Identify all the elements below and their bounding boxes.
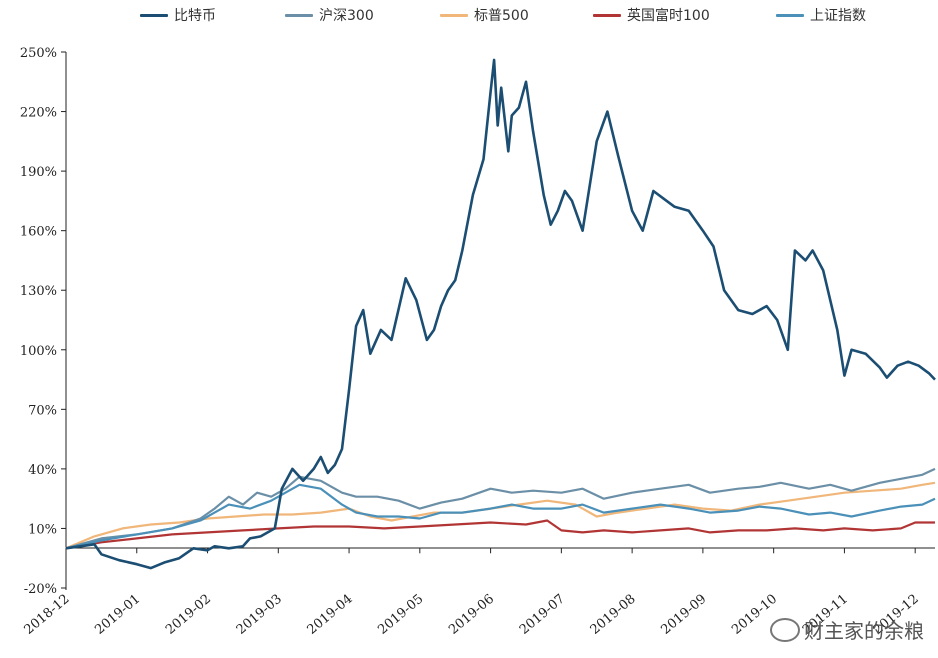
series-line-0 (65, 58, 936, 570)
x-tick-label: 2018-12 (22, 592, 73, 638)
y-tick-label: 70% (28, 403, 57, 418)
y-tick-label: 250% (20, 46, 57, 61)
legend-label-1: 沪深300 (319, 8, 374, 24)
y-tick-label: 160% (20, 225, 57, 240)
x-tick-label: 2019-08 (588, 592, 639, 638)
legend-swatch-1 (285, 13, 313, 17)
x-tick-label: 2019-03 (234, 592, 285, 638)
legend-item-4: 上证指数 (776, 2, 866, 28)
series-line-1 (65, 467, 936, 550)
watermark: 财主家的余粮 (770, 615, 924, 644)
y-tick-label: 130% (20, 284, 57, 299)
legend-item-0: 比特币 (140, 2, 216, 28)
y-tick-label: 190% (20, 165, 57, 180)
legend-swatch-4 (776, 13, 804, 17)
y-tick-label: 220% (20, 106, 57, 121)
series-lines (65, 58, 936, 570)
y-ticks: -20% 10% 40% 70% 100% 130% 160% 190% 220% 250% (20, 46, 66, 597)
legend-swatch-0 (140, 13, 168, 17)
x-tick-label: 2019-07 (517, 592, 568, 638)
y-tick-label: 10% (28, 522, 57, 537)
legend-item-3: 英国富时100 (593, 2, 710, 28)
legend-swatch-2 (440, 13, 468, 17)
legend-label-0: 比特币 (174, 8, 216, 24)
series-line-2 (65, 481, 936, 550)
legend-item-1: 沪深300 (285, 2, 374, 28)
legend-label-3: 英国富时100 (627, 8, 710, 24)
x-tick-label: 2019-02 (163, 592, 214, 638)
x-tick-label: 2019-05 (375, 592, 426, 638)
wechat-icon (770, 617, 800, 642)
legend-label-2: 标普500 (474, 8, 529, 24)
x-tick-label: 2019-06 (446, 592, 497, 638)
y-tick-label: 100% (20, 344, 57, 359)
legend-item-2: 标普500 (440, 2, 529, 28)
legend-label-4: 上证指数 (810, 8, 866, 24)
y-tick-label: -20% (24, 582, 57, 597)
series-line-4 (65, 483, 936, 550)
x-tick-label: 2019-09 (658, 592, 709, 638)
y-tick-label: 40% (28, 463, 57, 478)
legend-swatch-3 (593, 13, 621, 17)
watermark-text: 财主家的余粮 (804, 619, 924, 643)
series-line-3 (65, 519, 935, 550)
legend: 比特币 沪深300 标普500 英国富时100 上证指数 (0, 2, 938, 28)
x-tick-label: 2019-04 (305, 592, 356, 638)
x-tick-label: 2019-01 (92, 592, 143, 638)
